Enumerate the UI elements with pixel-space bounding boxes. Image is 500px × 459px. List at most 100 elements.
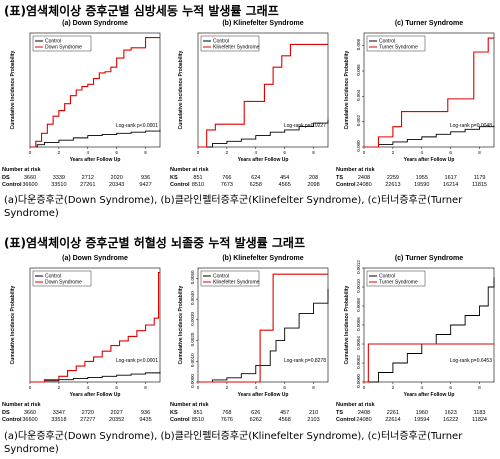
risk-value: 210: [309, 410, 318, 416]
caption-stroke: (a)다운증후군(Down Syndrome), (b)클라인펠터증후군(Kli…: [4, 431, 463, 455]
risk-value: 22614: [385, 417, 400, 423]
risk-value: 11824: [472, 417, 487, 423]
risk-row-label: DS: [2, 175, 10, 181]
pvalue-label: Log-rank p=0.0048: [450, 123, 492, 129]
x-tick-label: 0: [363, 385, 366, 390]
y-tick-label: 0.0020: [190, 332, 195, 346]
series-line-case: [198, 273, 328, 383]
risk-value: 1179: [474, 175, 486, 181]
x-tick-label: 0: [29, 385, 32, 390]
chart-svg: (c) Turner Syndrome 0 2 4 6 8 0.0000 0.0002 0.00…: [336, 255, 495, 423]
risk-header: Number at risk: [2, 167, 41, 173]
pvalue-label: Log-rank p<0.0001: [116, 358, 158, 364]
risk-value: 2408: [358, 410, 370, 416]
x-tick-label: 4: [255, 150, 258, 155]
risk-value: 936: [141, 410, 150, 416]
risk-value: 19590: [414, 182, 429, 188]
risk-value: 24080: [356, 182, 371, 188]
x-tick-label: 6: [115, 150, 118, 155]
y-tick-label: 0.0010: [356, 279, 361, 293]
legend-label: Control: [45, 274, 61, 280]
pvalue-label: Log-rank p=0.8278: [284, 358, 326, 364]
x-tick-label: 6: [449, 150, 452, 155]
risk-row-label: Control: [336, 182, 356, 188]
risk-value: 24080: [356, 417, 371, 423]
legend-label: Control: [45, 39, 61, 45]
series-line-control: [364, 277, 495, 383]
x-axis-label: Years after Follow Up: [404, 157, 455, 163]
x-tick-label: 8: [312, 385, 315, 390]
risk-value: 36600: [22, 182, 37, 188]
chart-panel-af-down: (a) Down Syndrome 0 2 4 6 8 Years after Follow…: [0, 15, 165, 193]
y-tick-label: 0.0012: [356, 260, 361, 274]
legend-label: Down Syndrome: [45, 45, 82, 51]
plot-frame: [197, 32, 329, 148]
risk-value: 8510: [192, 182, 204, 188]
section-title-stroke: (표)염색체이상 증후군별 허혈성 뇌졸중 누적 발생률 그래프: [4, 236, 305, 250]
risk-value: 33510: [51, 182, 66, 188]
chart-panel-stroke-turner: (c) Turner Syndrome 0 2 4 6 8 0.0000 0.0002 0.00…: [334, 250, 499, 428]
risk-value: 851: [193, 175, 202, 181]
chart-title: (b) Klinefelter Syndrome: [222, 20, 303, 27]
x-axis-label: Years after Follow Up: [70, 392, 121, 398]
legend-box: [32, 270, 92, 287]
risk-value: 16214: [443, 182, 458, 188]
chart-svg: (b) Klinefelter Syndrome 0 2 4 6 8 0.0000 0.001…: [170, 255, 329, 423]
risk-value: 457: [280, 410, 289, 416]
risk-value: 19594: [414, 417, 429, 423]
y-tick-label: 0.006: [356, 64, 361, 76]
risk-value: 27277: [80, 417, 95, 423]
risk-row-label: Control: [170, 417, 190, 423]
x-tick-label: 4: [421, 385, 424, 390]
y-tick-label: 0.0000: [356, 374, 361, 388]
risk-value: 6258: [250, 182, 262, 188]
y-tick-label: 0.0002: [356, 355, 361, 369]
risk-value: 768: [222, 410, 231, 416]
risk-value: 3660: [24, 410, 36, 416]
series-line-control: [198, 119, 329, 148]
section-title-af: (표)염색체이상 증후군별 심방세동 누적 발생률 그래프: [4, 4, 279, 18]
risk-header: Number at risk: [336, 402, 375, 408]
plot-frame: [29, 267, 161, 383]
risk-value: 3660: [24, 175, 36, 181]
series-line-case: [30, 272, 160, 383]
legend-box: [32, 35, 92, 52]
x-axis-label: Years after Follow Up: [70, 157, 121, 163]
y-tick-label: 0.0050: [190, 270, 195, 284]
x-tick-label: 4: [87, 385, 90, 390]
x-tick-label: 8: [312, 150, 315, 155]
legend-label: Control: [213, 39, 229, 45]
x-tick-label: 8: [144, 385, 147, 390]
risk-value: 1623: [445, 410, 457, 416]
risk-value: 2259: [387, 175, 399, 181]
y-axis-label: Cumulative Incidence Probability: [178, 50, 184, 129]
x-tick-label: 0: [29, 150, 32, 155]
risk-row-label: Control: [2, 417, 22, 423]
legend-label: Klinefelter Syndrome: [213, 45, 260, 51]
chart-panel-af-klinefelter: (b) Klinefelter Syndrome 0 2 4 6 8 Years after…: [168, 15, 333, 193]
risk-value: 1955: [416, 175, 428, 181]
chart-svg: (a) Down Syndrome 0 2 4 6 8 Years after Follow…: [2, 20, 161, 188]
legend-label: Down Syndrome: [45, 280, 82, 286]
plot-frame: [197, 267, 329, 383]
risk-value: 33518: [51, 417, 66, 423]
x-tick-label: 8: [478, 150, 481, 155]
risk-value: 9427: [139, 182, 151, 188]
x-tick-label: 0: [197, 150, 200, 155]
x-tick-label: 8: [478, 385, 481, 390]
risk-row-label: KS: [170, 175, 178, 181]
risk-value: 9435: [139, 417, 151, 423]
caption-af: (a)다운증후군(Down Syndrome), (b)클라인펠터증후군(Kli…: [4, 195, 463, 219]
risk-row-label: TS: [336, 175, 343, 181]
chart-title: (c) Turner Syndrome: [395, 20, 463, 27]
risk-value: 624: [251, 175, 260, 181]
risk-value: 2020: [111, 175, 123, 181]
plot-frame: [363, 32, 495, 148]
risk-value: 2720: [82, 410, 94, 416]
risk-value: 8510: [192, 417, 204, 423]
series-line-case: [364, 343, 494, 383]
pvalue-label: Log-rank p=0.6453: [450, 358, 492, 364]
risk-row-label: KS: [170, 410, 178, 416]
